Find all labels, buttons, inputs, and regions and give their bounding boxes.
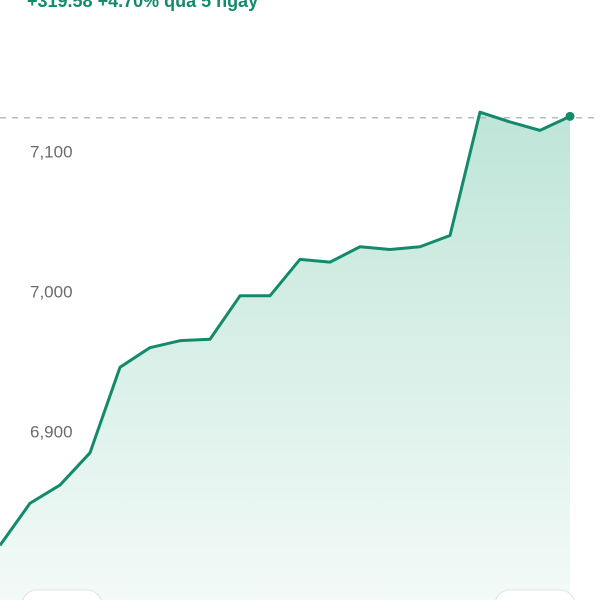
y-tick-label: 7,000 xyxy=(30,282,73,301)
end-dot xyxy=(565,111,575,121)
chart-title: +319.58 +4.70% qua 5 ngày xyxy=(27,0,258,11)
y-tick-label: 6,900 xyxy=(30,423,73,442)
line xyxy=(0,110,571,547)
bottom-pill xyxy=(22,589,102,600)
bottom-pill xyxy=(495,589,575,600)
area-fill xyxy=(0,112,570,600)
y-tick-label: 7,100 xyxy=(30,142,73,161)
